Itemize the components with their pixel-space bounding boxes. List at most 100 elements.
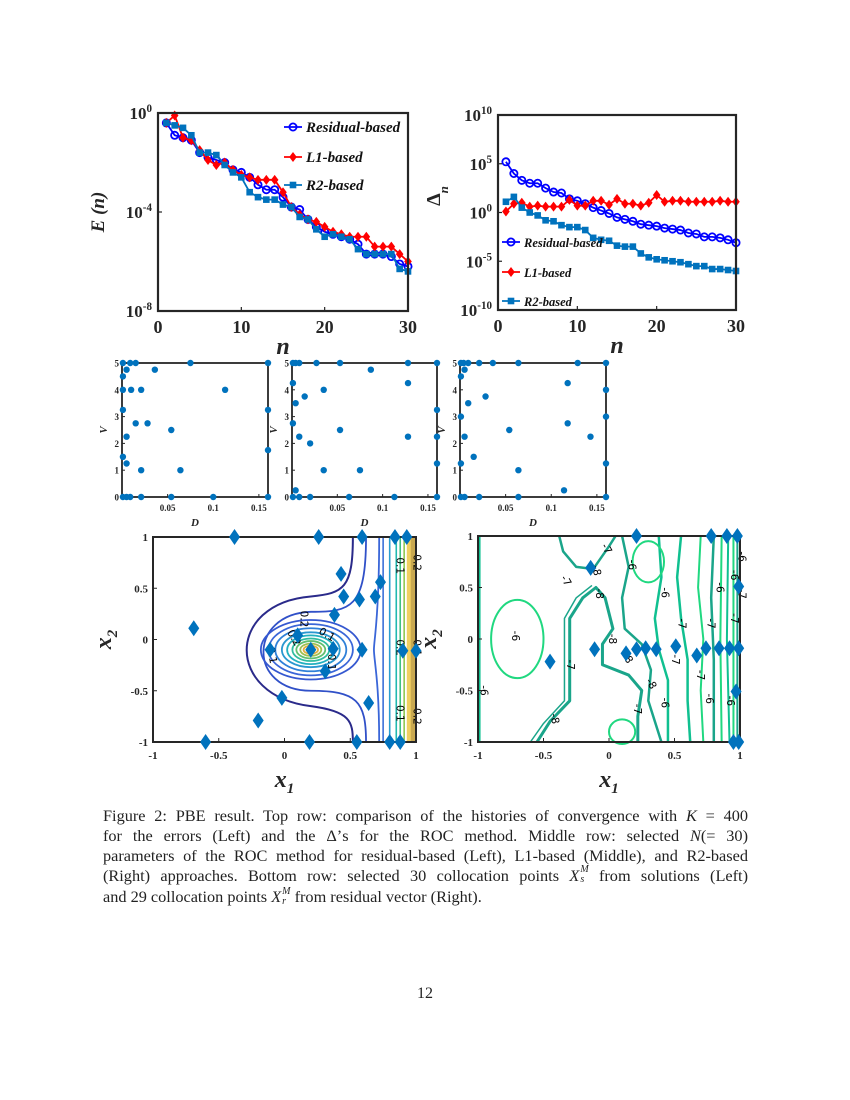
data-point-r2-based [693, 262, 700, 270]
data-point-residual-based [533, 178, 543, 188]
collocation-point [713, 640, 725, 657]
data-point-r2-based [188, 131, 195, 139]
y-tick-label-exp: -5 [483, 251, 493, 263]
contour-label: -8 [643, 676, 659, 691]
y-axis-label: x2 [91, 629, 121, 650]
y-tick-label-base: 10 [469, 155, 486, 174]
data-point-r2-based [163, 119, 170, 127]
contour-label: 0.2 [297, 611, 309, 628]
collocation-point [620, 645, 632, 662]
parameter-point [461, 366, 468, 373]
data-point-r2-based [597, 236, 605, 244]
x-tick-label: 30 [727, 316, 745, 336]
contour-label: -7 [599, 541, 615, 556]
contour-label: -7 [669, 654, 681, 664]
data-point-l1-based [692, 196, 701, 207]
data-point-r2-based [388, 250, 395, 258]
contour-label: -8 [606, 634, 618, 644]
y-tick-label: 0 [285, 493, 290, 503]
contour-line [709, 535, 716, 742]
y-tick-label: 4 [453, 385, 458, 395]
caption-text: (= 30) [700, 826, 748, 845]
collocation-point [650, 641, 662, 658]
parameter-point [127, 493, 134, 501]
data-point-r2-based [196, 149, 203, 156]
parameter-point [345, 493, 353, 501]
parameter-point [119, 373, 127, 380]
parameter-point [289, 379, 297, 387]
y-tick-label: 10-5 [466, 251, 493, 271]
x-axis-label: D [360, 517, 369, 529]
x-tick-label: 0.15 [420, 503, 436, 513]
parameter-point [289, 493, 297, 501]
contour-label: -6 [703, 693, 715, 704]
contour-line [697, 535, 705, 743]
parameter-point [292, 487, 299, 494]
y-tick-label: 100 [469, 203, 492, 223]
caption-text: = 400 [696, 806, 748, 825]
data-point-r2-based [661, 256, 668, 264]
caption-text: from residual vector (Right). [290, 887, 482, 907]
data-point-r2-based [613, 242, 621, 249]
parameter-point [461, 493, 468, 501]
x-tick-label: -1 [473, 750, 482, 762]
y-tick-label: 5 [115, 359, 120, 369]
data-point-r2-based [363, 250, 370, 258]
x-label-var: x [274, 767, 287, 793]
y-tick-label: 0 [453, 493, 458, 503]
collocation-point [731, 528, 743, 544]
parameter-point [296, 493, 303, 501]
y-tick-label: 1 [453, 466, 458, 476]
legend-marker-residual-based [506, 237, 516, 247]
parameter-point [336, 359, 344, 367]
data-point-l1-based [716, 195, 724, 206]
x-label-sub: 1 [287, 781, 295, 797]
parameter-point [127, 359, 134, 367]
collocation-point [724, 640, 736, 657]
x-tick-label: 1 [737, 750, 743, 762]
parameter-point [433, 493, 441, 501]
contour-line [725, 535, 731, 743]
collocation-point [252, 712, 264, 729]
contour-line [529, 584, 593, 743]
contour-label: -7 [704, 618, 716, 628]
x-tick-label: -1 [148, 750, 157, 762]
parameter-point [187, 359, 194, 367]
contour-label: 0.1 [325, 654, 337, 671]
y-label-sub: 2 [430, 629, 446, 638]
parameter-point [433, 359, 441, 367]
parameter-point [460, 359, 467, 367]
parameter-point [457, 373, 465, 380]
chart-error-history [156, 110, 413, 313]
parameter-point [292, 400, 299, 407]
parameter-point [465, 400, 472, 407]
contour-line [535, 586, 644, 743]
data-point-r2-based [213, 151, 220, 159]
data-point-residual-based [509, 168, 519, 178]
collocation-point [730, 683, 742, 700]
data-point-l1-based [597, 195, 605, 206]
y-tick-label: -1 [464, 737, 473, 749]
x-axis-label: n [276, 334, 289, 360]
data-point-r2-based [645, 254, 653, 261]
x-axis-label: D [528, 517, 537, 529]
contour-line [490, 598, 545, 680]
contour-line [719, 535, 723, 743]
chart-delta-history [496, 113, 741, 312]
parameter-point [602, 460, 610, 467]
x-tick-label: 30 [399, 317, 417, 337]
data-point-r2-based [581, 226, 589, 234]
parameter-point [119, 359, 127, 367]
data-point-l1-based [370, 241, 379, 252]
parameter-point [119, 386, 127, 393]
y-tick-label-exp: -8 [143, 301, 153, 313]
collocation-point [351, 734, 363, 750]
y-tick-label-base: 10 [126, 302, 143, 321]
caption-line: parameters of the ROC method for residua… [103, 846, 748, 866]
parameter-point [515, 493, 522, 501]
parameter-point [123, 433, 130, 440]
delta-symbol: Δ [423, 193, 445, 206]
collocation-point [327, 640, 339, 657]
collocation-point [335, 565, 347, 582]
data-point-l1-based [637, 200, 645, 211]
